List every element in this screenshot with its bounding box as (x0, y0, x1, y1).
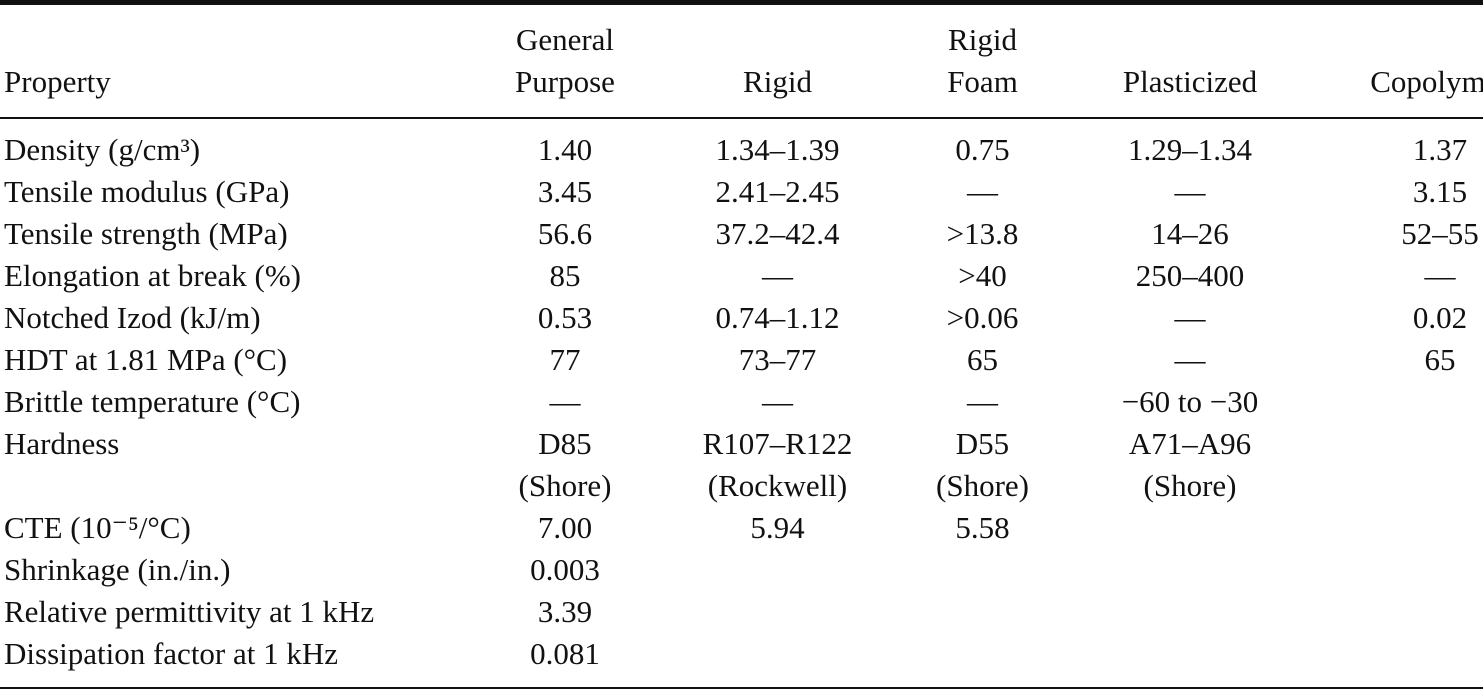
value-cell: — (1174, 174, 1206, 209)
value-cell: 7.00 (537, 510, 593, 545)
table-row: CTE (10⁻⁵/°C) 7.00 5.94 5.58 (0, 507, 1483, 549)
value-cell: 1.34–1.39 (715, 132, 840, 167)
value-cell: 0.02 (1412, 300, 1468, 335)
table-row: Hardness D85 (Shore) R107–R122 (Rockwell) D… (0, 423, 1483, 507)
value-cell: >13.8 (946, 216, 1019, 251)
value-cell: 5.58 (955, 510, 1010, 545)
property-cell: Dissipation factor at 1 kHz (4, 636, 339, 671)
table-row: Brittle temperature (°C) — — — −60 to −30 (0, 381, 1483, 423)
value-cell: 56.6 (537, 216, 593, 251)
table-row: Density (g/cm³) 1.40 1.34–1.39 0.75 1.29–1.3… (0, 118, 1483, 171)
value-cell: 0.75 (955, 132, 1010, 167)
header-cell: Copolymer (1370, 64, 1483, 99)
value-cell: — (762, 258, 793, 293)
value-cell: A71–A96 (Shore) (1128, 426, 1252, 503)
table-row: Relative permittivity at 1 kHz 3.39 (0, 591, 1483, 633)
table-body: Density (g/cm³) 1.40 1.34–1.39 0.75 1.29–1.3… (0, 118, 1483, 689)
property-cell: Relative permittivity at 1 kHz (4, 594, 375, 629)
value-cell: 3.15 (1412, 174, 1468, 209)
value-cell: D85 (Shore) (518, 426, 612, 503)
value-cell: 14–26 (1151, 216, 1229, 251)
value-cell: 0.081 (530, 636, 600, 671)
value-cell: 1.29–1.34 (1128, 132, 1252, 167)
empty-cell (1320, 591, 1483, 633)
empty-cell (1320, 423, 1483, 507)
value-cell: 5.94 (750, 510, 805, 545)
header-cell: Rigid Foam (947, 22, 1018, 99)
value-cell: 37.2–42.4 (715, 216, 840, 251)
property-cell: CTE (10⁻⁵/°C) (4, 510, 191, 545)
header-cell: General Purpose (515, 22, 615, 99)
empty-cell (1060, 549, 1320, 591)
property-cell: Brittle temperature (°C) (4, 384, 301, 419)
value-cell: — (967, 384, 998, 419)
empty-cell (905, 549, 1060, 591)
value-cell: — (1174, 342, 1206, 377)
value-cell: 2.41–2.45 (715, 174, 840, 209)
property-cell: Elongation at break (%) (4, 258, 301, 293)
value-cell: 1.37 (1412, 132, 1468, 167)
value-cell: 3.39 (537, 594, 593, 629)
value-cell: 85 (549, 258, 581, 293)
empty-cell (905, 633, 1060, 689)
value-cell: 65 (1424, 342, 1456, 377)
header-cell: Rigid (743, 64, 812, 99)
value-cell: 73–77 (738, 342, 817, 377)
property-cell: Notched Izod (kJ/m) (4, 300, 261, 335)
property-cell: HDT at 1.81 MPa (°C) (4, 342, 288, 377)
table-row: Dissipation factor at 1 kHz 0.081 (0, 633, 1483, 689)
property-cell: Tensile strength (MPa) (4, 216, 288, 251)
value-cell: — (1174, 300, 1206, 335)
value-cell: — (967, 174, 998, 209)
value-cell: 0.74–1.12 (715, 300, 840, 335)
header-cell: Plasticized (1122, 64, 1258, 99)
empty-cell (1320, 381, 1483, 423)
empty-cell (650, 591, 905, 633)
empty-cell (1060, 633, 1320, 689)
value-cell: 0.53 (537, 300, 593, 335)
header-row: Property General Purpose Rigid Rigid Foam Pl… (0, 2, 1483, 118)
empty-cell (1320, 507, 1483, 549)
value-cell: >0.06 (946, 300, 1019, 335)
property-cell: Shrinkage (in./in.) (4, 552, 231, 587)
value-cell: R107–R122 (Rockwell) (702, 426, 853, 503)
empty-cell (1060, 591, 1320, 633)
header-cell: Property (4, 64, 111, 99)
table-row: HDT at 1.81 MPa (°C) 77 73–77 65 — 65 (0, 339, 1483, 381)
value-cell: D55 (Shore) (936, 426, 1029, 503)
table-header: Property General Purpose Rigid Rigid Foam Pl… (0, 2, 1483, 118)
empty-cell (1060, 507, 1320, 549)
property-cell: Hardness (4, 426, 120, 461)
table-row: Tensile strength (MPa) 56.6 37.2–42.4 >13.8… (0, 213, 1483, 255)
value-cell: 52–55 (1401, 216, 1479, 251)
empty-cell (1320, 633, 1483, 689)
value-cell: 0.003 (530, 552, 600, 587)
value-cell: — (549, 384, 581, 419)
property-cell: Density (g/cm³) (4, 132, 201, 167)
value-cell: 250–400 (1135, 258, 1245, 293)
table-row: Notched Izod (kJ/m) 0.53 0.74–1.12 >0.06 — 0.… (0, 297, 1483, 339)
value-cell: 3.45 (537, 174, 593, 209)
value-cell: −60 to −30 (1121, 384, 1259, 419)
property-cell: Tensile modulus (GPa) (4, 174, 290, 209)
empty-cell (1320, 549, 1483, 591)
empty-cell (905, 591, 1060, 633)
value-cell: 1.40 (537, 132, 593, 167)
table-row: Elongation at break (%) 85 — >40 250–400 — (0, 255, 1483, 297)
value-cell: >40 (958, 258, 1007, 293)
value-cell: — (762, 384, 793, 419)
table-row: Shrinkage (in./in.) 0.003 (0, 549, 1483, 591)
table-row: Tensile modulus (GPa) 3.45 2.41–2.45 — — 3.15 (0, 171, 1483, 213)
empty-cell (650, 549, 905, 591)
empty-cell (650, 633, 905, 689)
value-cell: — (1424, 258, 1456, 293)
value-cell: 65 (967, 342, 998, 377)
value-cell: 77 (549, 342, 581, 377)
